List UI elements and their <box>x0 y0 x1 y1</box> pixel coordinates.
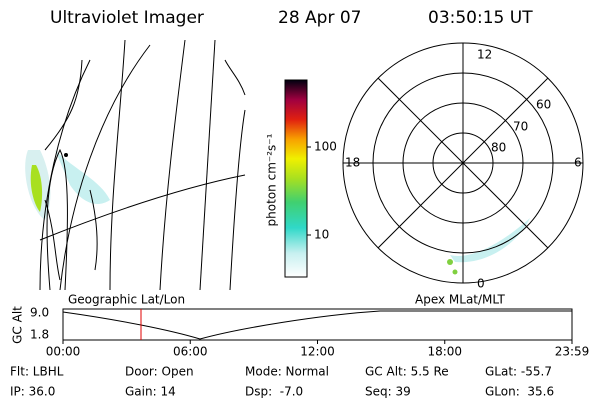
altitude-curve <box>62 310 572 340</box>
mlt-label: 0 <box>477 277 485 291</box>
footer-field: Dsp: -7.0 <box>245 385 303 399</box>
date: 28 Apr 07 <box>278 8 361 28</box>
geo-map <box>25 39 246 291</box>
footer-field: GLat: -55.7 <box>485 365 552 379</box>
panel-label: Apex MLat/MLT <box>415 293 505 307</box>
footer-field: Mode: Normal <box>245 365 329 379</box>
colorbar <box>284 79 308 278</box>
timeline-xtick: 18:00 <box>427 345 462 359</box>
lat-label: 70 <box>513 120 528 134</box>
timeline-xtick: 12:00 <box>300 345 335 359</box>
panel-label: Geographic Lat/Lon <box>68 293 185 307</box>
timeline-ylabel: GC Alt <box>11 306 25 344</box>
title: Ultraviolet Imager <box>50 8 204 28</box>
colorbar-tick-label: 100 <box>314 140 337 154</box>
mlt-label: 6 <box>574 156 582 170</box>
polar-plot <box>342 42 584 284</box>
colorbar-label: photon cm⁻²s⁻¹ <box>265 133 279 226</box>
timeline-xtick: 06:00 <box>173 345 208 359</box>
lat-label: 80 <box>491 141 506 155</box>
time: 03:50:15 UT <box>428 8 533 28</box>
footer-field: Door: Open <box>125 365 194 379</box>
timeline-ytick: 1.8 <box>30 328 49 342</box>
footer-field: GLon: 35.6 <box>485 385 554 399</box>
timeline-xtick: 23:59 <box>555 345 590 359</box>
footer-field: Gain: 14 <box>125 385 176 399</box>
footer-field: Flt: LBHL <box>10 365 64 379</box>
colorbar-tick-label: 10 <box>314 228 329 242</box>
lat-label: 60 <box>536 98 551 112</box>
mlt-label: 18 <box>345 156 360 170</box>
mlt-label: 12 <box>477 48 492 62</box>
footer-field: IP: 36.0 <box>10 385 55 399</box>
timeline-xtick: 00:00 <box>46 345 81 359</box>
timeline-ytick: 9.0 <box>30 306 49 320</box>
footer-field: GC Alt: 5.5 Re <box>365 365 449 379</box>
footer-field: Seq: 39 <box>365 385 411 399</box>
